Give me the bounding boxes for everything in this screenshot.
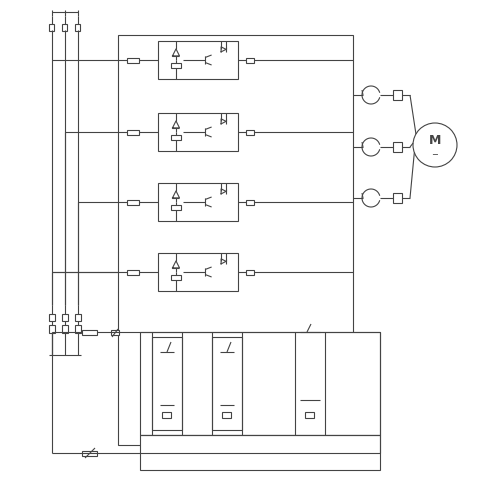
Bar: [152, 337, 182, 430]
Bar: [62, 325, 68, 333]
Bar: [158, 183, 238, 221]
Bar: [171, 135, 181, 140]
Bar: [127, 130, 139, 134]
Bar: [83, 450, 98, 456]
Bar: [393, 193, 402, 203]
Bar: [118, 35, 353, 445]
Bar: [171, 205, 181, 210]
Bar: [393, 142, 402, 152]
Bar: [63, 24, 67, 30]
Text: _: _: [433, 145, 437, 155]
Bar: [50, 24, 54, 30]
Bar: [158, 253, 238, 291]
Text: M: M: [429, 134, 441, 147]
Bar: [127, 58, 139, 62]
Bar: [49, 314, 55, 320]
Bar: [75, 325, 81, 333]
Bar: [246, 200, 254, 204]
Bar: [246, 58, 254, 62]
Bar: [140, 332, 380, 435]
Bar: [75, 314, 81, 320]
Bar: [140, 435, 380, 470]
Bar: [212, 337, 242, 430]
Bar: [158, 41, 238, 79]
Bar: [246, 130, 254, 134]
Bar: [246, 270, 254, 274]
Bar: [127, 270, 139, 274]
Bar: [49, 325, 55, 333]
Bar: [163, 412, 172, 418]
Circle shape: [413, 123, 457, 167]
Bar: [62, 314, 68, 320]
Bar: [127, 200, 139, 204]
Bar: [76, 24, 80, 30]
Bar: [171, 63, 181, 68]
Bar: [222, 412, 231, 418]
Bar: [83, 330, 98, 334]
Bar: [158, 113, 238, 151]
Bar: [171, 275, 181, 280]
Bar: [111, 330, 119, 334]
Bar: [305, 412, 315, 418]
Bar: [393, 90, 402, 100]
